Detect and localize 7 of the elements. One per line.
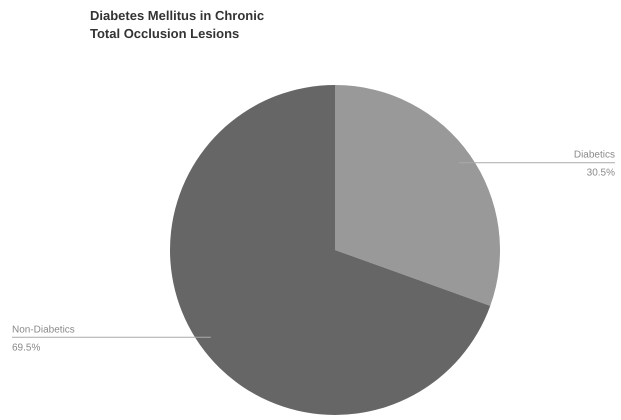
- pie-slice: [335, 85, 500, 306]
- pie-slice: [170, 85, 490, 415]
- data-label: 69.5%: [12, 342, 40, 354]
- chart-title: Diabetes Mellitus in Chronic Total Occlusion Lesions: [90, 8, 264, 41]
- slice-label: Non-Diabetics: [12, 324, 75, 336]
- data-label: 30.5%: [586, 168, 616, 179]
- slice-label: Diabetics: [574, 150, 615, 161]
